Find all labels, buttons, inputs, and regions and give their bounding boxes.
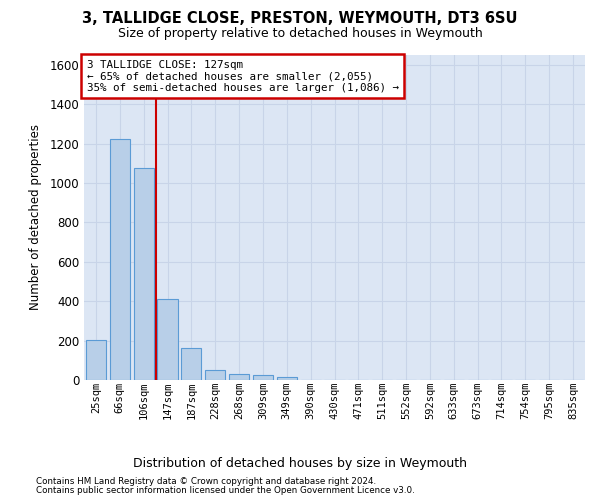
- Text: Contains HM Land Registry data © Crown copyright and database right 2024.: Contains HM Land Registry data © Crown c…: [36, 477, 376, 486]
- Bar: [86, 340, 106, 380]
- Bar: [134, 168, 154, 380]
- Text: 3 TALLIDGE CLOSE: 127sqm
← 65% of detached houses are smaller (2,055)
35% of sem: 3 TALLIDGE CLOSE: 127sqm ← 65% of detach…: [86, 60, 398, 93]
- Bar: [157, 299, 178, 380]
- Text: 3, TALLIDGE CLOSE, PRESTON, WEYMOUTH, DT3 6SU: 3, TALLIDGE CLOSE, PRESTON, WEYMOUTH, DT…: [82, 11, 518, 26]
- Bar: [181, 348, 202, 380]
- Bar: [253, 375, 273, 380]
- Text: Contains public sector information licensed under the Open Government Licence v3: Contains public sector information licen…: [36, 486, 415, 495]
- Bar: [277, 377, 297, 380]
- Text: Size of property relative to detached houses in Weymouth: Size of property relative to detached ho…: [118, 28, 482, 40]
- Bar: [229, 374, 249, 380]
- Text: Distribution of detached houses by size in Weymouth: Distribution of detached houses by size …: [133, 458, 467, 470]
- Bar: [110, 138, 130, 380]
- Y-axis label: Number of detached properties: Number of detached properties: [29, 124, 43, 310]
- Bar: [205, 370, 226, 380]
